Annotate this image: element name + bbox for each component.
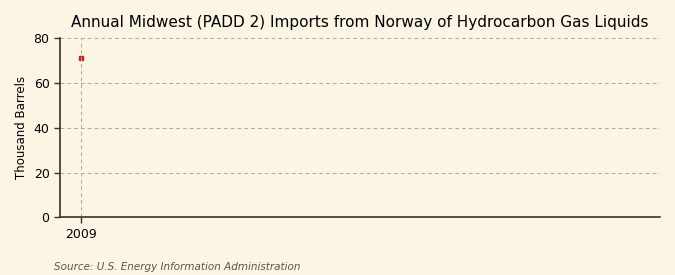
Text: Source: U.S. Energy Information Administration: Source: U.S. Energy Information Administ… [54, 262, 300, 272]
Title: Annual Midwest (PADD 2) Imports from Norway of Hydrocarbon Gas Liquids: Annual Midwest (PADD 2) Imports from Nor… [72, 15, 649, 30]
Y-axis label: Thousand Barrels: Thousand Barrels [15, 76, 28, 179]
